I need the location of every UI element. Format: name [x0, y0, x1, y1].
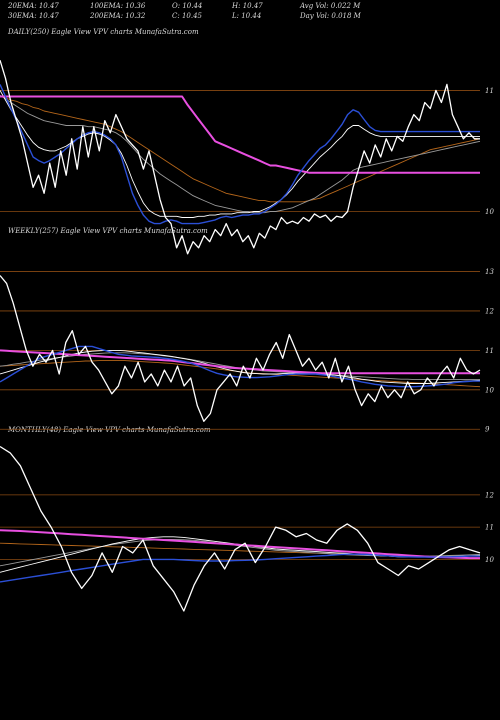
weekly-panel-title: WEEKLY(257) Eagle View VPV charts Munafa…: [8, 227, 208, 235]
daily-series-price: [0, 60, 480, 255]
monthly-panel-title: MONTHLY(48) Eagle View VPV charts Munafa…: [8, 426, 211, 434]
daily-series-ma: [0, 95, 480, 174]
monthly-series-ma: [0, 529, 480, 560]
daily-series-ema100: [0, 94, 481, 214]
weekly-series-ema20: [0, 345, 480, 388]
monthly-panel: 12 11 10: [0, 445, 494, 612]
weekly-tick-label-10: 10: [485, 386, 494, 394]
header-ema20: 20EMA: 10.47: [8, 2, 59, 10]
monthly-tick-label-11: 11: [485, 524, 494, 532]
weekly-tick-label-9: 9: [485, 426, 490, 434]
header-avg-vol: Avg Vol: 0.022 M: [300, 2, 361, 10]
weekly-tick-label-13: 13: [485, 268, 494, 276]
monthly-series-price: [0, 445, 481, 612]
header-ema30: 30EMA: 10.47: [8, 12, 59, 20]
weekly-series-price: [0, 275, 481, 422]
header-ema200: 200EMA: 10.32: [90, 12, 146, 20]
weekly-panel: 13 12 11 10 9: [0, 268, 494, 434]
header-low: L: 10.44: [232, 12, 262, 20]
header-close: C: 10.45: [172, 12, 202, 20]
daily-series-ema20: [0, 84, 480, 225]
daily-series-ema200: [0, 96, 481, 203]
daily-tick-label-11: 11: [485, 87, 494, 95]
header-day-vol: Day Vol: 0.018 M: [300, 12, 361, 20]
monthly-series-ema100: [0, 538, 481, 567]
weekly-tick-label-12: 12: [485, 307, 494, 315]
header-high: H: 10.47: [232, 2, 263, 10]
daily-panel: 11 10: [0, 60, 494, 255]
monthly-tick-label-10: 10: [485, 556, 494, 564]
monthly-tick-label-12: 12: [485, 491, 494, 499]
weekly-tick-label-11: 11: [485, 347, 494, 355]
weekly-series-ma: [0, 349, 480, 375]
daily-series-ema30: [0, 90, 480, 218]
header-open: O: 10.44: [172, 2, 203, 10]
header-ema100: 100EMA: 10.36: [90, 2, 146, 10]
daily-panel-title: DAILY(250) Eagle View VPV charts MunafaS…: [8, 28, 199, 36]
monthly-series-ema20: [0, 553, 480, 583]
daily-tick-label-10: 10: [485, 208, 494, 216]
